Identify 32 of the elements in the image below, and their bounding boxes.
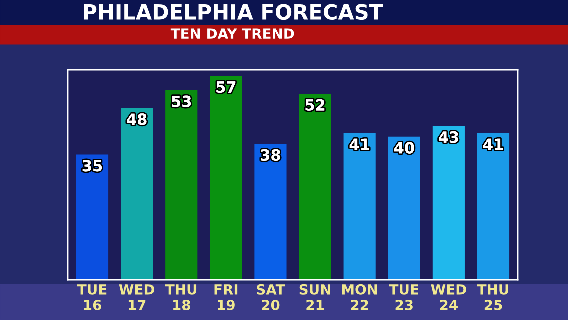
data-label: 40 bbox=[394, 142, 414, 154]
bar bbox=[432, 126, 465, 280]
chart-title: PHILADELPHIA FORECAST bbox=[84, 4, 384, 20]
data-label: 35 bbox=[82, 160, 102, 172]
bar bbox=[388, 136, 420, 280]
bar bbox=[477, 133, 510, 280]
x-tick-label: TUE 16 bbox=[77, 284, 107, 310]
chart-subtitle: TEN DAY TREND bbox=[170, 28, 294, 39]
x-tick-label: WED 17 bbox=[119, 284, 154, 310]
bar bbox=[254, 144, 287, 280]
x-tick-label: SAT 20 bbox=[257, 284, 286, 310]
bar bbox=[166, 90, 198, 280]
data-label: 43 bbox=[439, 132, 458, 144]
data-label: 52 bbox=[306, 99, 325, 111]
data-label: 57 bbox=[216, 82, 236, 94]
bar bbox=[299, 94, 332, 280]
x-tick-label: THU 25 bbox=[477, 284, 508, 310]
data-label: 48 bbox=[127, 114, 147, 126]
x-tick-label: WED 24 bbox=[431, 284, 466, 310]
data-label: 53 bbox=[172, 96, 192, 108]
bar bbox=[76, 154, 109, 280]
bar bbox=[344, 133, 376, 280]
bar bbox=[121, 108, 154, 280]
x-tick-label: THU 18 bbox=[165, 284, 197, 310]
x-tick-label: FRI 19 bbox=[214, 284, 238, 310]
data-label: 38 bbox=[261, 149, 280, 161]
data-label: 41 bbox=[350, 138, 370, 150]
bar bbox=[210, 76, 242, 280]
x-tick-label: MON 22 bbox=[342, 284, 378, 310]
x-tick-label: TUE 23 bbox=[389, 284, 418, 310]
data-label: 41 bbox=[484, 138, 504, 150]
x-tick-label: SUN 21 bbox=[300, 284, 330, 310]
